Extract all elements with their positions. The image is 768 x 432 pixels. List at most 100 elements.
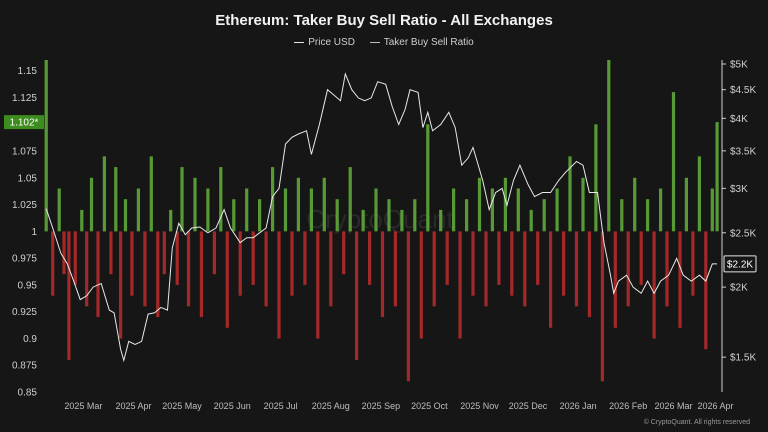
ratio-bar [225,231,229,328]
ratio-bar [114,167,118,232]
ratio-bar [245,188,249,232]
ratio-bar [484,231,488,307]
ratio-bar [342,231,346,275]
ratio-bar [329,231,333,307]
ratio-bar [283,188,288,232]
ratio-bar [594,124,598,232]
ratio-bar [471,231,475,296]
ratio-bar [143,231,147,307]
ratio-bar [393,231,397,307]
ratio-bar [439,209,443,232]
y-right-tick: $4.5K [730,85,756,96]
ratio-bar [290,231,294,296]
ratio-bar [193,177,197,232]
legend: Price USD Taker Buy Sell Ratio [0,37,768,48]
ratio-bar [199,231,203,318]
ratio-bar [710,188,714,232]
y-left-tick: 0.85 [18,388,38,399]
ratio-bar [516,188,520,232]
ratio-bar [212,231,216,275]
ratio-bar [264,231,268,307]
ratio-bar [613,231,617,328]
ratio-bar [136,188,140,232]
ratio-bar [458,231,462,339]
ratio-bar [581,177,585,232]
ratio-bar [406,231,410,382]
ratio-bar [523,231,527,307]
ratio-bar [316,231,320,339]
ratio-bar [536,231,540,285]
ratio-bar [322,177,326,232]
ratio-bar [348,167,352,232]
ratio-bar [271,167,275,232]
ratio-bar [419,231,423,339]
ratio-bar [374,188,378,232]
y-right-tick: $4K [730,114,748,125]
ratio-bar [277,231,281,339]
ratio-bar [162,231,166,275]
ratio-bar [529,209,533,232]
ratio-bar [691,231,695,296]
y-right-tick: $2.5K [730,228,756,239]
ratio-bar [102,156,106,232]
ratio-badge-label: 1.102* [10,118,39,129]
y-left-tick: 1.15 [18,66,38,77]
y-left-tick: 1.075 [12,147,37,158]
x-tick: 2025 Aug [312,401,350,411]
ratio-bar [119,231,123,339]
ratio-bar [251,231,255,285]
x-tick: 2025 Apr [115,401,151,411]
x-tick: 2025 Jun [214,401,251,411]
ratio-bar [96,231,100,318]
ratio-bar [180,167,184,232]
ratio-bar [175,231,179,285]
footer-copyright: © CryptoQuant. All rights reserved [644,418,750,426]
ratio-bar [510,231,514,296]
ratio-bar [503,177,507,232]
x-tick: 2025 Sep [362,401,401,411]
ratio-bar [715,122,719,232]
ratio-bar [51,231,55,296]
y-right-tick: $1.5K [730,353,756,364]
ratio-bar [67,231,71,360]
ratio-bar [665,231,669,307]
ratio-bar [568,156,572,232]
ratio-bar [542,199,546,232]
legend-swatch-ratio [369,41,380,43]
x-tick: 2025 Nov [460,401,499,411]
x-tick: 2025 May [162,401,202,411]
ratio-bar [309,188,313,232]
ratio-bar [335,199,339,232]
y-left-tick: 1.125 [12,93,37,104]
ratio-bar [452,188,456,232]
ratio-bar [555,188,559,232]
ratio-bar [626,231,630,307]
x-tick: 2026 Mar [654,401,692,411]
chart-title: Ethereum: Taker Buy Sell Ratio - All Exc… [215,12,553,29]
legend-item-ratio[interactable]: Taker Buy Sell Ratio [369,37,474,48]
y-left-tick: 0.975 [12,254,37,265]
legend-label-price: Price USD [308,37,355,48]
ratio-bar [355,231,359,360]
ratio-bar [57,188,61,232]
ratio-bar [238,231,242,296]
legend-item-price[interactable]: Price USD [294,37,355,48]
ratio-bar [697,156,701,232]
ratio-bar [620,199,624,232]
ratio-bar [432,231,436,307]
watermark: CryptoQuant [306,204,454,234]
ratio-bar [549,231,553,328]
y-left-tick: 0.925 [12,307,37,318]
price-badge [723,255,757,273]
ratio-bar [607,60,611,232]
ratio-bar [490,188,494,232]
ratio-bar [400,209,404,232]
ratio-bar [639,231,643,285]
ratio-bar [361,209,365,232]
ratio-bar [562,231,566,296]
ratio-bar [232,199,236,232]
y-left-tick: 0.95 [18,280,38,291]
x-tick: 2025 Jul [264,401,298,411]
y-right-tick: $2K [730,283,748,294]
